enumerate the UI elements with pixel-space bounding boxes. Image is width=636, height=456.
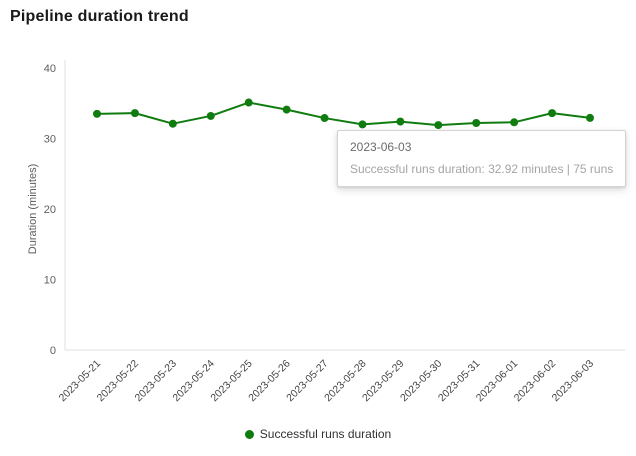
y-axis-tick-label: 30 <box>44 134 56 146</box>
data-point-marker[interactable] <box>586 113 594 122</box>
y-axis-tick-label: 10 <box>44 275 56 287</box>
tooltip-value: Successful runs duration: 32.92 minutes … <box>350 162 614 176</box>
legend: Successful runs duration <box>0 427 636 441</box>
data-point-marker[interactable] <box>320 114 329 123</box>
legend-label: Successful runs duration <box>259 427 392 441</box>
data-point-marker[interactable] <box>358 120 367 129</box>
data-point-marker[interactable] <box>434 121 443 130</box>
legend-marker-icon <box>244 429 254 439</box>
tooltip: 2023-06-03 Successful runs duration: 32.… <box>337 130 627 187</box>
data-point-marker[interactable] <box>282 105 291 114</box>
data-point-marker[interactable] <box>130 109 139 118</box>
data-point-marker[interactable] <box>548 109 557 118</box>
data-point-marker[interactable] <box>396 117 405 126</box>
y-axis-title: Duration (minutes) <box>27 164 39 254</box>
y-axis-tick-label: 0 <box>50 345 56 357</box>
y-axis-tick-label: 20 <box>44 204 56 216</box>
tooltip-date: 2023-06-03 <box>350 140 412 154</box>
legend-item-successful-runs[interactable]: Successful runs duration <box>244 427 392 441</box>
page-title: Pipeline duration trend <box>10 8 189 25</box>
data-point-marker[interactable] <box>93 109 101 118</box>
data-point-marker[interactable] <box>244 98 253 107</box>
data-point-marker[interactable] <box>510 118 519 127</box>
x-axis-tick-label: 2023-06-03 <box>550 358 597 405</box>
trend-line <box>96 101 591 127</box>
data-point-marker[interactable] <box>206 111 215 120</box>
data-point-marker[interactable] <box>168 119 177 128</box>
y-axis-tick-label: 40 <box>44 63 56 75</box>
data-point-marker[interactable] <box>472 118 481 127</box>
